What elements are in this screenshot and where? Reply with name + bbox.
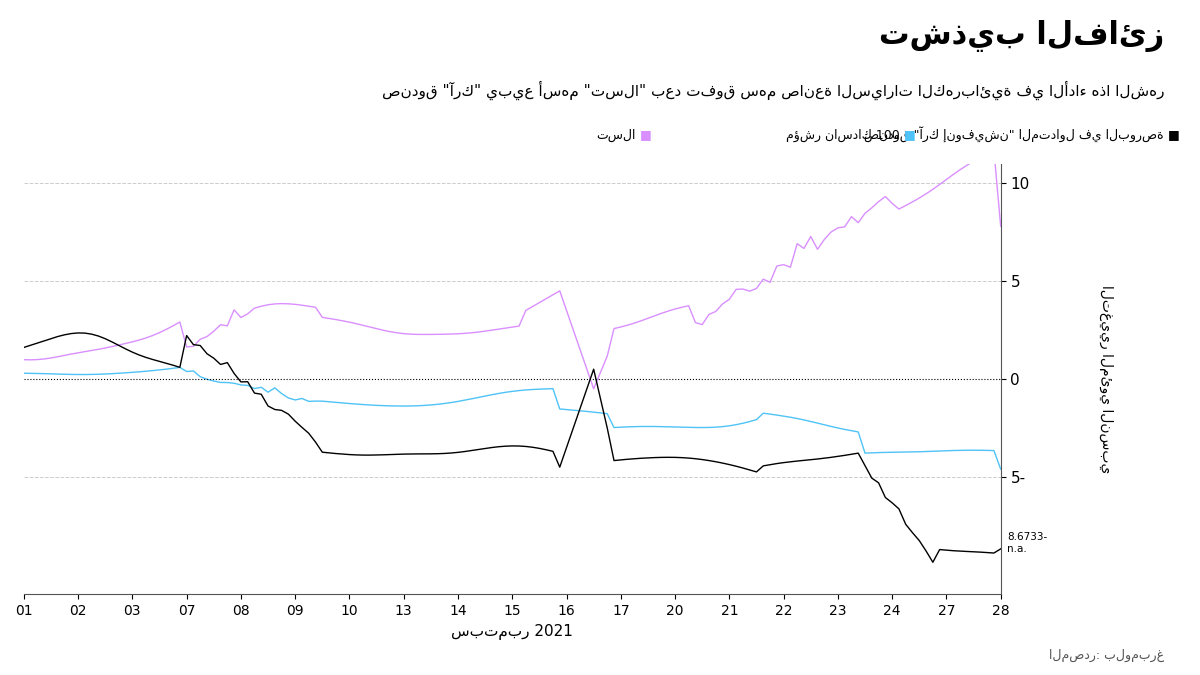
Text: تشذيب الفائز: تشذيب الفائز: [878, 20, 1164, 52]
Text: صندوق "آرك إنوفيشن" المتداول في البورصة: صندوق "آرك إنوفيشن" المتداول في البورصة: [864, 127, 1164, 143]
Text: ■: ■: [1164, 128, 1180, 142]
Text: تسلا: تسلا: [596, 128, 636, 142]
Text: ■: ■: [900, 128, 916, 142]
Y-axis label: التغيير المئوي النسبي: التغيير المئوي النسبي: [1099, 285, 1112, 473]
Text: ■: ■: [636, 128, 652, 142]
Text: 8.6733-
n.a.: 8.6733- n.a.: [1008, 532, 1048, 553]
Text: المصدر: بلومبرغ: المصدر: بلومبرغ: [1049, 649, 1164, 662]
Text: مؤشر ناسداك 100: مؤشر ناسداك 100: [786, 128, 900, 142]
Text: صندوق "آرك" يبيع أسهم "تسلا" بعد تفوق سهم صانعة السيارات الكهربائية في الأداء هذ: صندوق "آرك" يبيع أسهم "تسلا" بعد تفوق سه…: [382, 81, 1164, 101]
X-axis label: سبتمبر 2021: سبتمبر 2021: [451, 624, 574, 640]
